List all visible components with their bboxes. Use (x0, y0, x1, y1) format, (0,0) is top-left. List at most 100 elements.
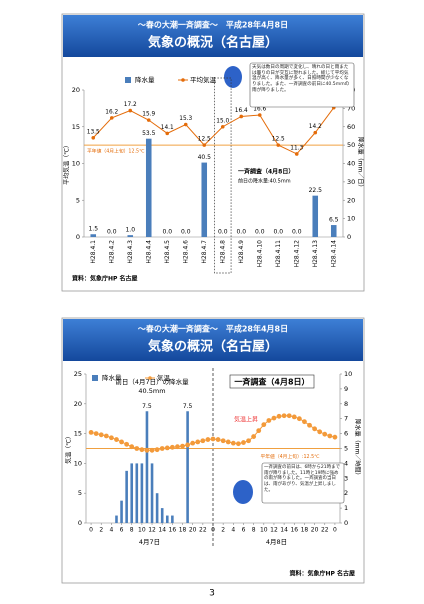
line-value-label: 16.2 (105, 109, 118, 115)
line-marker (169, 444, 175, 450)
bar-value-label: 22.5 (309, 187, 323, 194)
y2-tick-label: 0 (347, 233, 351, 241)
line-marker (183, 122, 188, 127)
line-marker (312, 426, 317, 432)
y2-tick-label: 8 (344, 400, 348, 408)
bar (90, 234, 97, 237)
x-tick-label: 22 (321, 527, 329, 534)
x-group-label: 4月8日 (266, 538, 287, 546)
line-marker (241, 440, 246, 445)
bar-value-label: 0.0 (162, 229, 172, 236)
bar-value-label: 1.5 (88, 226, 98, 233)
x-tick-label: 12 (148, 527, 156, 534)
note: 前日の降水量:40.5mm (238, 178, 291, 185)
y2-tick-label: 50 (347, 141, 355, 149)
note-box (229, 374, 315, 389)
line-marker (296, 416, 302, 422)
line-marker (129, 444, 135, 450)
bar (115, 515, 118, 523)
bar-value-label: 0.0 (236, 229, 246, 236)
x-tick-label: H28.4.12 (293, 240, 300, 268)
line-marker (239, 114, 244, 119)
y2-tick-label: 4 (344, 459, 348, 467)
note: 一斉調査（4月8日） (234, 377, 309, 387)
line-marker (124, 441, 130, 447)
line-marker (119, 439, 124, 445)
bar (165, 515, 169, 523)
y2-axis-label: 降水量（mm／時間） (354, 419, 362, 479)
y-tick-label: 10 (72, 160, 80, 168)
bar-value-label: 0.0 (181, 229, 191, 236)
line-marker (317, 429, 323, 435)
slide-title: ～春の大潮一斉調査～ 平成28年4月8日 (138, 324, 288, 334)
line-value-label: 17.2 (124, 102, 137, 108)
x-tick-label: 4 (231, 527, 235, 534)
note: 天気は数日の周期で変化し、晴れの日と雨または曇りの日が交互に現れました。総じて平… (252, 65, 349, 93)
y-axis-label: 気温（℃） (65, 433, 73, 464)
x-tick-label: 8 (130, 527, 134, 534)
y2-axis-label: 降水量（mm／日） (357, 137, 365, 191)
y-tick-label: 20 (72, 86, 80, 94)
line-marker (261, 422, 267, 428)
bar (330, 225, 337, 237)
line-marker (257, 113, 262, 117)
x-tick-label: 20 (189, 527, 197, 534)
line-marker (114, 437, 119, 442)
y2-tick-label: 1 (344, 504, 348, 512)
line-marker (93, 431, 99, 436)
bar (150, 463, 154, 523)
line-marker (103, 433, 109, 439)
line-marker (236, 441, 241, 447)
source: 資料：気象庁HP 名古屋 (289, 570, 355, 578)
x-tick-label: 2 (99, 527, 103, 534)
line-marker (302, 419, 307, 425)
x-tick-label: 16 (290, 527, 298, 534)
bar-value-label: 7.5 (142, 403, 152, 410)
line-marker (256, 428, 262, 434)
line-marker (195, 439, 201, 445)
x-tick-label: 10 (260, 527, 268, 534)
x-tick-label: 4 (109, 527, 113, 534)
note: 40.5mm (138, 387, 165, 395)
slide-header (63, 15, 363, 57)
bar (130, 463, 134, 523)
y2-tick-label: 10 (347, 215, 355, 223)
line-marker (185, 442, 191, 448)
bar (145, 138, 152, 237)
bar-value-label: 6.5 (329, 217, 339, 224)
slide-title: ～春の大潮一斉調査～ 平成28年4月8日 (138, 20, 288, 30)
line-marker (98, 432, 104, 438)
mascot (233, 480, 253, 504)
line-marker (149, 447, 155, 453)
x-tick-label: 6 (242, 527, 246, 534)
y2-tick-label: 5 (344, 445, 348, 453)
line-marker (109, 116, 114, 120)
y2-tick-label: 40 (347, 160, 355, 168)
line-value-label: 12.5 (272, 137, 285, 143)
y-tick-label: 0 (78, 519, 82, 527)
y2-tick-label: 6 (344, 430, 348, 438)
y-tick-label: 10 (74, 459, 82, 467)
bar-value-label: 0.0 (292, 229, 302, 236)
x-tick-label: 18 (179, 527, 187, 534)
y2-tick-label: 70 (347, 104, 355, 112)
note-text: 一斉調査の前日は、6時から21時まで雨が降りました。11時と19時に強めの雨が降… (264, 465, 341, 493)
bar (140, 463, 144, 523)
line-marker (159, 446, 165, 451)
line-marker (139, 447, 145, 453)
line-value-label: 11.3 (290, 145, 303, 151)
note: 一斉調査（4月8日） (238, 168, 294, 176)
line-value-label: 13.5 (87, 129, 100, 135)
y-tick-label: 20 (74, 400, 82, 408)
note: 前日（4月7日）の降水量 (115, 377, 189, 386)
y-tick-label: 5 (78, 489, 82, 497)
y2-tick-label: 7 (344, 415, 348, 423)
note-box (261, 462, 345, 504)
bar-value-label: 1.0 (125, 227, 135, 234)
line-marker (294, 152, 299, 156)
x-group-label: 4月7日 (139, 538, 160, 546)
line-marker (271, 415, 277, 421)
x-tick-label: H28.4.7 (201, 240, 208, 264)
bar (145, 411, 149, 523)
